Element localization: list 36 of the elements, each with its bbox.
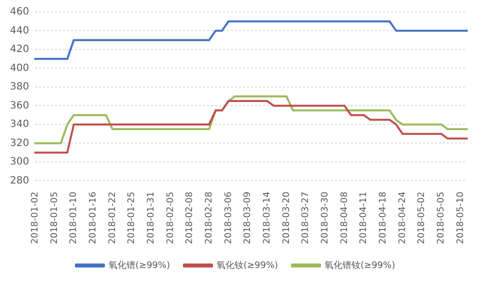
y-tick-label: 420 — [10, 44, 30, 56]
y-tick-label: 280 — [10, 175, 30, 186]
y-tick-label: 300 — [10, 156, 30, 168]
legend-label: 氧化镨(≥99%) — [108, 260, 170, 271]
x-tick-label: 2018-05-02 — [417, 192, 428, 244]
x-tick-label: 2018-03-27 — [301, 192, 312, 244]
y-tick-label: 320 — [10, 138, 30, 149]
x-tick-label: 2018-05-05 — [436, 192, 447, 244]
legend-label: 氧化钕(≥99%) — [216, 260, 278, 271]
x-tick-label: 2018-05-10 — [456, 191, 466, 244]
x-tick-label: 2018-03-20 — [282, 191, 292, 244]
y-tick-label: 340 — [10, 119, 30, 130]
x-tick-label: 2018-01-25 — [127, 192, 138, 244]
x-tick-label: 2018-03-06 — [224, 191, 234, 244]
x-tick-label: 2018-01-02 — [30, 192, 40, 244]
x-tick-label: 2018-03-30 — [320, 191, 331, 244]
x-tick-label: 2018-01-31 — [146, 192, 156, 244]
x-tick-label: 2018-02-05 — [166, 192, 176, 244]
x-tick-label: 2018-01-05 — [50, 192, 60, 244]
x-tick-label: 2018-03-14 — [262, 191, 273, 244]
y-tick-label: 400 — [10, 62, 30, 74]
legend-label: 氧化镨钕(≥99%) — [324, 260, 396, 271]
x-tick-label: 2018-01-10 — [69, 191, 80, 244]
x-tick-label: 2018-04-11 — [359, 192, 370, 244]
x-tick-label: 2018-01-16 — [88, 191, 98, 244]
x-tick-label: 2018-02-08 — [185, 191, 196, 244]
y-tick-label: 460 — [10, 6, 30, 18]
x-tick-label: 2018-04-18 — [378, 191, 389, 244]
x-tick-label: 2018-02-28 — [204, 191, 214, 244]
y-tick-label: 380 — [10, 82, 30, 93]
x-tick-label: 2018-03-09 — [243, 191, 254, 244]
y-tick-label: 440 — [10, 25, 30, 36]
x-tick-label: 2018-04-08 — [340, 191, 350, 244]
x-tick-label: 2018-01-22 — [108, 192, 118, 244]
x-tick-label: 2018-04-24 — [398, 191, 408, 244]
y-tick-label: 360 — [10, 100, 30, 112]
